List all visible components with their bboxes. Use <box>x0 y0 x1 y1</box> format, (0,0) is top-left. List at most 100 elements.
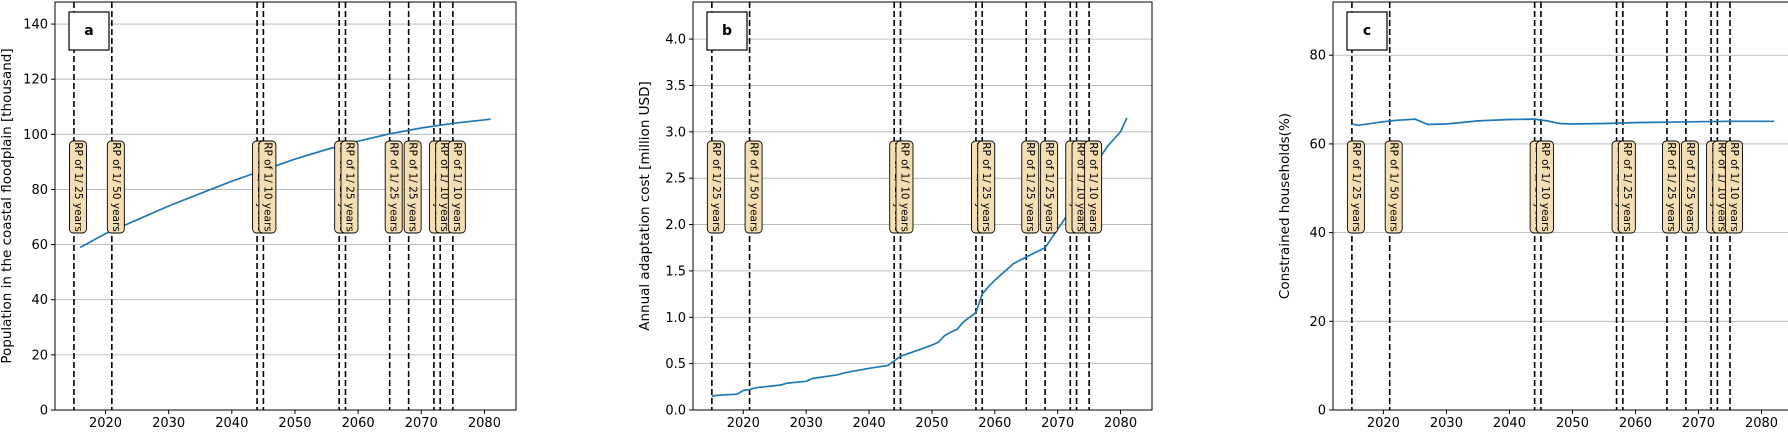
y-tick-label: 20 <box>31 348 48 363</box>
x-tick-label: 2050 <box>278 416 311 431</box>
panel-a: RP of 1/ 25 years RP of 1/ 50 years RP of … <box>0 1 517 431</box>
event-label-text: RP of 1/ 25 years <box>407 142 419 232</box>
y-tick-label: 2.0 <box>665 218 686 233</box>
axes-frame <box>1332 1 1788 411</box>
event-label-text: RP of 1/ 25 years <box>980 142 992 232</box>
event-label-box <box>1535 140 1554 234</box>
y-tick-label: 80 <box>31 183 48 198</box>
event-label-text: RP of 1/ 10 years <box>261 142 273 232</box>
x-tick-label: 2030 <box>152 416 185 431</box>
series-line <box>1351 118 1775 127</box>
event-label-box <box>68 140 87 234</box>
event-label-text: RP of 1/ 10 years <box>1087 142 1099 232</box>
x-tick-label: 2070 <box>405 416 438 431</box>
y-tick-label: 2.5 <box>665 172 686 187</box>
panel-b: RP of 1/ 25 years RP of 1/ 50 years RP of … <box>637 1 1153 431</box>
event-label-box <box>1617 140 1636 234</box>
event-label-text: RP of 1/ 50 years <box>748 142 760 232</box>
event-label-box <box>744 140 763 234</box>
event-label-text: RP of 1/ 50 years <box>1388 142 1400 232</box>
x-tick-label: 2040 <box>1493 416 1526 431</box>
event-label-box <box>1662 140 1680 234</box>
y-axis-label: Population in the coastal floodplain [th… <box>0 48 15 363</box>
event-label-text: RP of 1/ 10 years <box>1728 142 1740 232</box>
x-tick-label: 2050 <box>915 416 948 431</box>
x-tick-label: 2020 <box>1367 416 1400 431</box>
x-tick-label: 2020 <box>727 416 760 431</box>
axes-frame <box>692 1 1153 411</box>
event-label-box <box>106 140 125 234</box>
x-tick-label: 2040 <box>215 416 248 431</box>
event-label: RP of 1/ 10 years <box>447 140 466 234</box>
panel-label: b <box>722 23 732 39</box>
y-tick-label: 1.5 <box>665 264 686 279</box>
y-tick-label: 80 <box>1309 49 1326 64</box>
event-label-box <box>1384 140 1403 234</box>
event-label: RP of 1/ 25 years <box>1680 140 1699 234</box>
x-tick-label: 2020 <box>89 416 122 431</box>
event-label: RP of 1/ 25 years <box>1617 140 1636 234</box>
event-label-box <box>340 140 359 234</box>
y-tick-label: 120 <box>23 73 48 88</box>
event-label-box <box>1021 140 1040 234</box>
event-label-text: RP of 1/ 10 years <box>898 142 910 232</box>
y-tick-label: 0.0 <box>665 404 686 419</box>
event-label-text: RP of 1/ 25 years <box>1684 142 1696 232</box>
y-tick-label: 60 <box>31 238 48 253</box>
event-label-text: RP of 1/ 25 years <box>1621 142 1633 232</box>
event-label: RP of 1/ 10 years <box>1535 140 1554 234</box>
event-label-box <box>1040 140 1059 234</box>
event-label-box <box>1084 140 1103 234</box>
event-label: RP of 1/ 50 years <box>744 140 763 234</box>
y-axis-label: Annual adaptation cost [million USD] <box>637 81 653 331</box>
y-tick-label: 0.5 <box>665 357 686 372</box>
event-label-text: RP of 1/ 25 years <box>343 142 355 232</box>
x-tick-label: 2030 <box>1430 416 1463 431</box>
event-label-text: RP of 1/ 10 years <box>451 142 463 232</box>
event-label-text: RP of 1/ 10 years <box>438 142 450 232</box>
event-label: RP of 1/ 25 years <box>340 140 359 234</box>
x-tick-label: 2080 <box>468 416 501 431</box>
panel-label-box <box>1346 11 1388 51</box>
x-tick-label: 2030 <box>790 416 823 431</box>
series-line <box>711 117 1128 397</box>
event-label-box <box>895 140 914 234</box>
event-label: RP of 1/ 25 years <box>1040 140 1059 234</box>
event-label-text: RP of 1/ 50 years <box>110 142 122 232</box>
event-label-box <box>1680 140 1699 234</box>
x-tick-label: 2070 <box>1041 416 1074 431</box>
y-axis-label: Constrained households(%) <box>1277 113 1293 299</box>
event-label-text: RP of 1/ 10 years <box>1075 142 1087 232</box>
x-tick-label: 2080 <box>1104 416 1137 431</box>
event-label-text: RP of 1/ 25 years <box>1350 142 1362 232</box>
y-tick-label: 4.0 <box>665 33 686 48</box>
x-tick-label: 2060 <box>342 416 375 431</box>
event-label: RP of 1/ 25 years <box>1346 140 1365 234</box>
event-label-box <box>403 140 422 234</box>
event-label-text: RP of 1/ 25 years <box>388 142 400 232</box>
event-label: RP of 1/ 10 years <box>258 140 277 234</box>
event-label: RP of 1/ 10 years <box>895 140 914 234</box>
event-label-box <box>1346 140 1365 234</box>
x-tick-label: 2050 <box>1556 416 1589 431</box>
y-tick-label: 20 <box>1309 315 1326 330</box>
event-label: RP of 1/ 10 years <box>1084 140 1103 234</box>
event-label: RP of 1/ 50 years <box>1384 140 1403 234</box>
event-label-text: RP of 1/ 25 years <box>1024 142 1036 232</box>
panel-label: c <box>1363 23 1371 39</box>
event-label: RP of 1/ 10 years <box>1725 140 1743 234</box>
event-label: RP of 1/ 25 years <box>403 140 422 234</box>
y-tick-label: 60 <box>1309 137 1326 152</box>
event-label: RP of 1/ 25 years <box>68 140 87 234</box>
x-tick-label: 2060 <box>1619 416 1652 431</box>
y-tick-label: 40 <box>31 293 48 308</box>
x-tick-label: 2060 <box>978 416 1011 431</box>
event-label: RP of 1/ 25 years <box>384 140 403 234</box>
event-label-box <box>977 140 996 234</box>
event-label: RP of 1/ 25 years <box>977 140 996 234</box>
event-label-text: RP of 1/ 25 years <box>710 142 722 232</box>
event-label-text: RP of 1/ 25 years <box>72 142 84 232</box>
event-label-text: RP of 1/ 25 years <box>1665 142 1677 232</box>
y-tick-label: 3.5 <box>665 79 686 94</box>
panel-c: RP of 1/ 25 years RP of 1/ 50 years RP of … <box>1277 1 1788 431</box>
